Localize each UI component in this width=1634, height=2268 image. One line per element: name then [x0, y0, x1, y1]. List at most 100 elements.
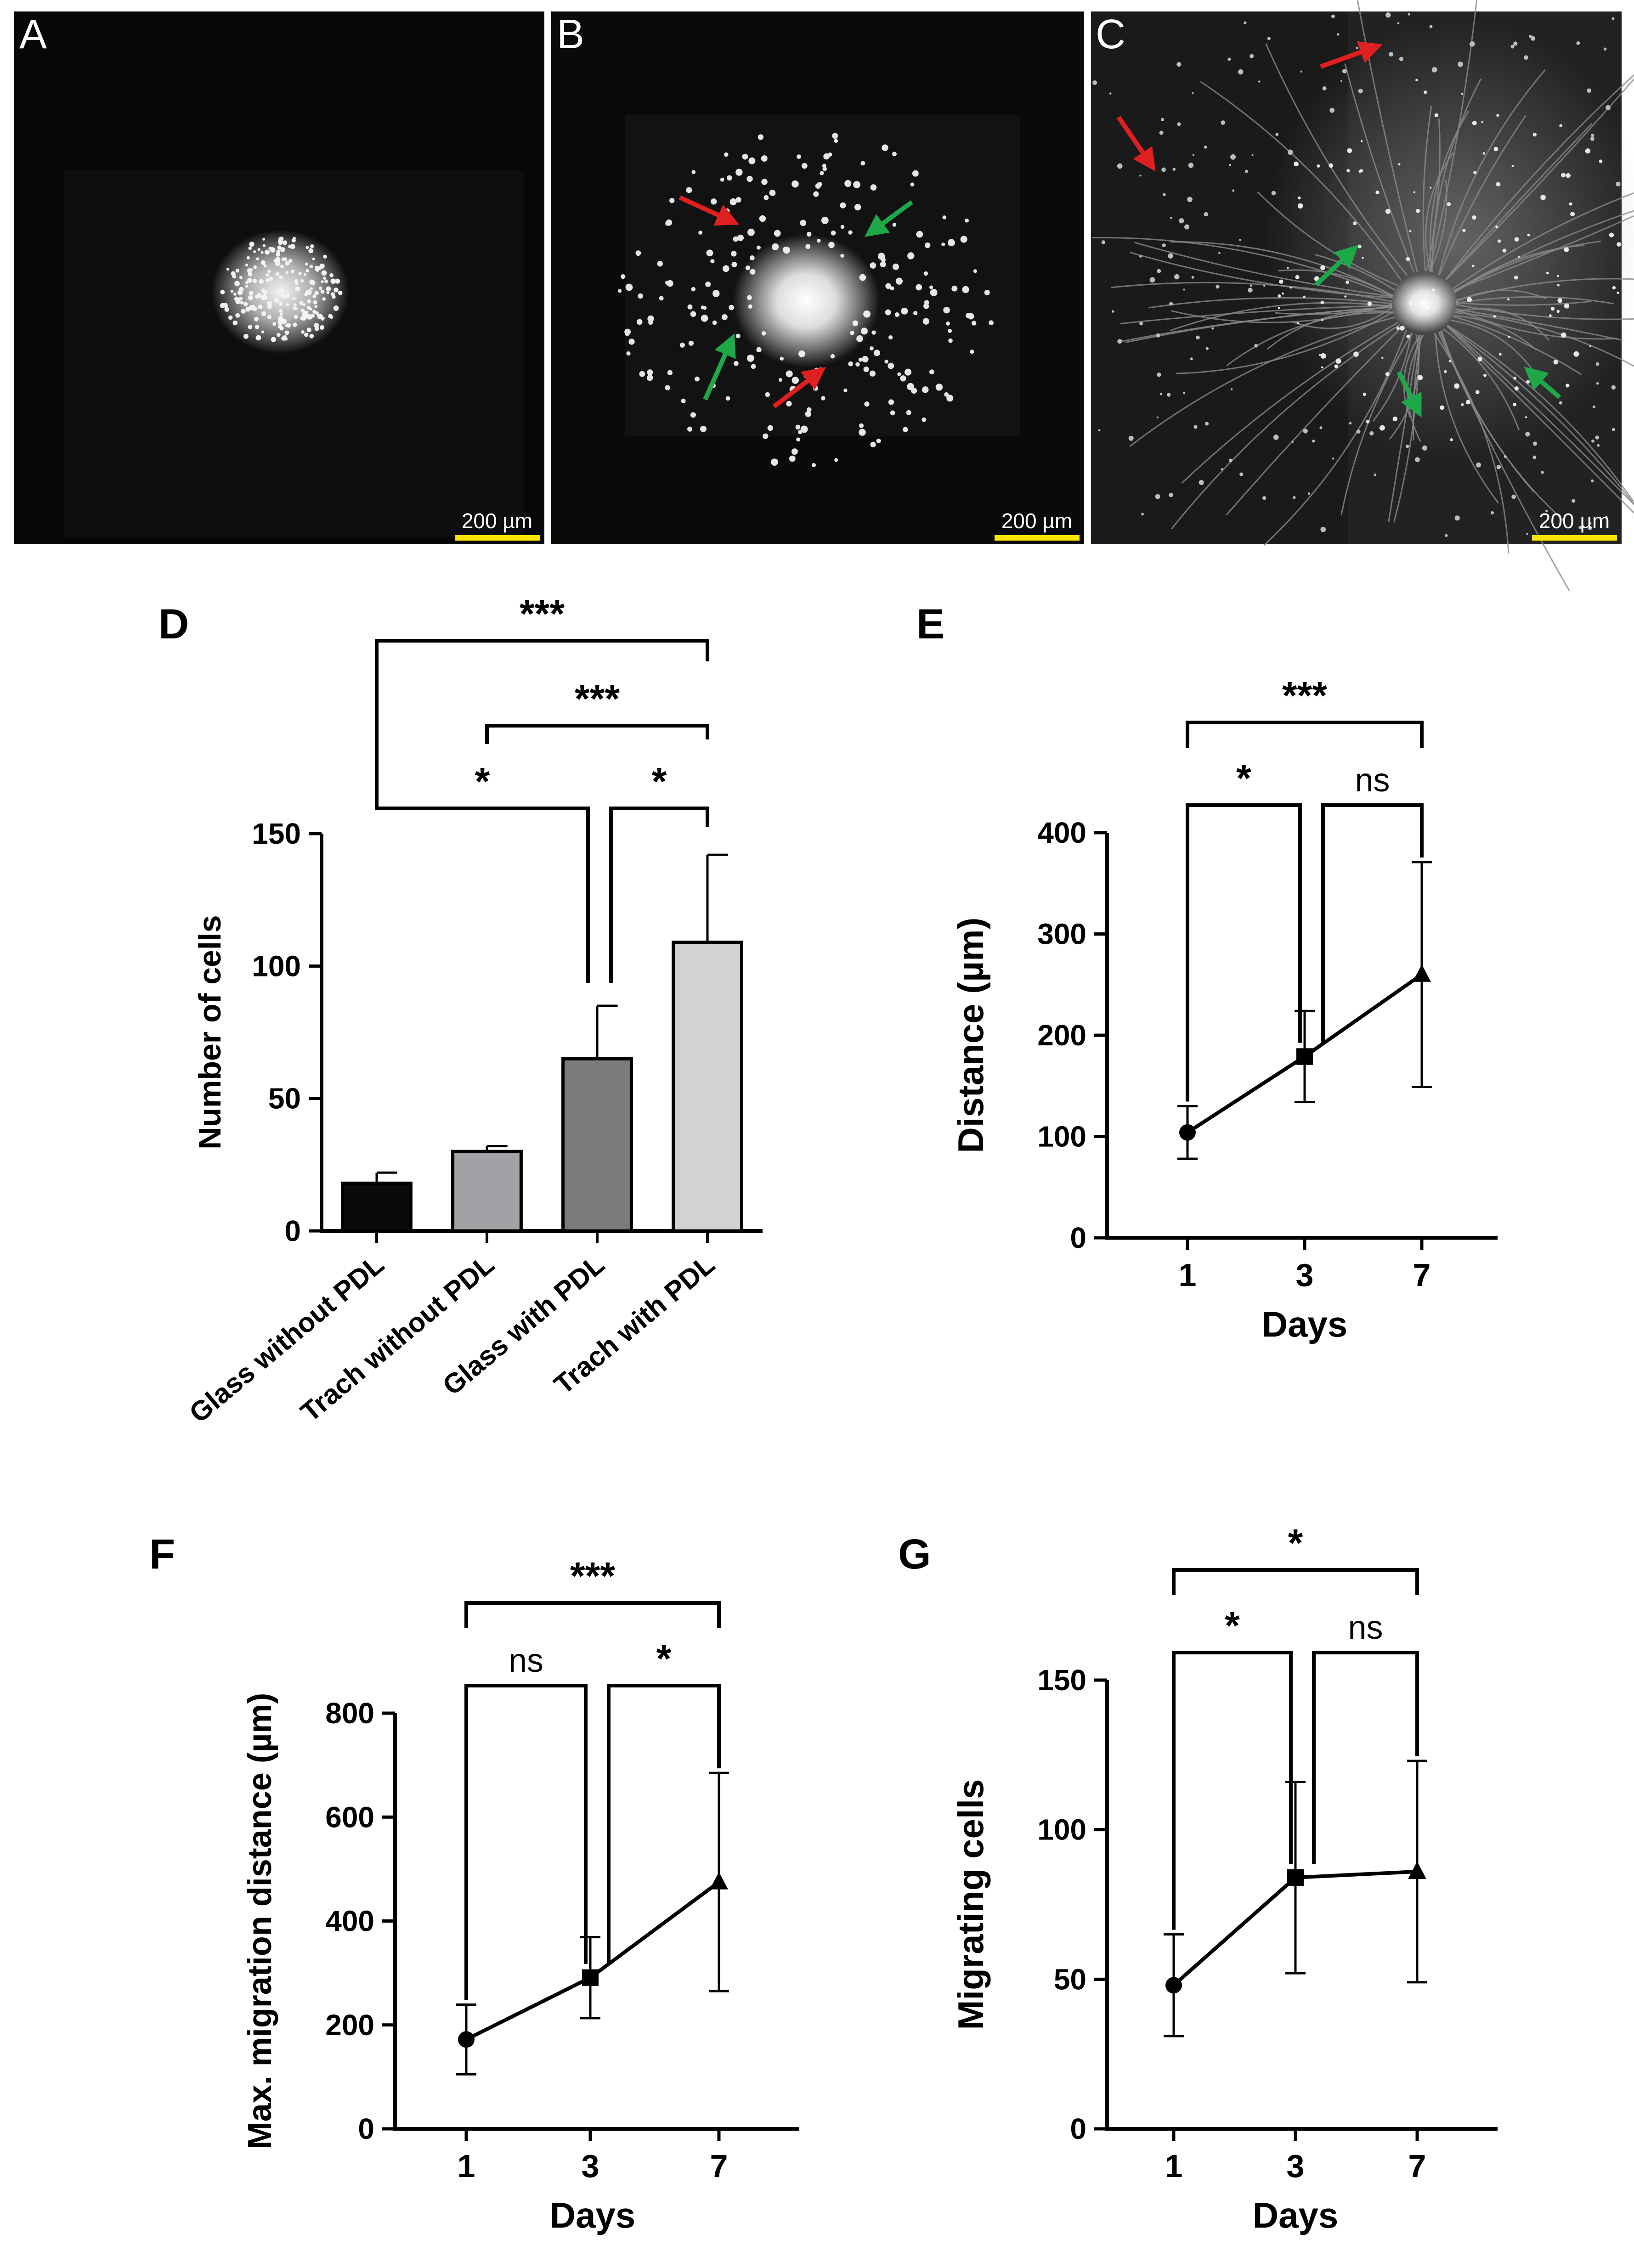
cell-dot: [1190, 357, 1193, 361]
migrated-cell-dot: [832, 133, 838, 139]
migrated-cell-dot: [844, 180, 852, 187]
cell-dot: [1128, 435, 1134, 441]
cell-dot: [1532, 455, 1537, 459]
cell-dot: [1191, 276, 1194, 279]
neurite-fiber: [1446, 325, 1634, 514]
neurite-fiber: [1453, 215, 1634, 291]
cell-dot: [321, 270, 327, 276]
cell-dot: [1454, 515, 1460, 521]
cell-dot: [1564, 303, 1570, 309]
cell-dot: [252, 278, 257, 283]
cell-dot: [235, 313, 240, 318]
cell-dot: [1564, 247, 1569, 252]
cell-dot: [1465, 400, 1470, 405]
cell-dot: [305, 269, 309, 273]
neurite-fiber: [1125, 306, 1392, 344]
cell-dot: [1357, 244, 1362, 248]
cell-dot: [280, 247, 285, 252]
cell-dot: [1187, 197, 1193, 203]
cell-dot: [305, 246, 309, 249]
migrated-cell-dot: [735, 169, 743, 176]
neurite-fiber: [1263, 329, 1407, 546]
neurite-fiber: [1438, 69, 1546, 275]
cell-dot: [1183, 288, 1185, 291]
migrated-cell-dot: [890, 286, 894, 291]
cell-dot: [1254, 344, 1258, 348]
cell-dot: [1596, 382, 1599, 385]
migrated-cell-dot: [935, 384, 943, 391]
cell-dot: [1611, 385, 1616, 390]
neurite-fiber: [1170, 302, 1392, 332]
neurite-fiber: [1426, 118, 1441, 271]
cell-dot: [220, 289, 225, 294]
migrated-cell-dot: [765, 392, 770, 397]
data-point: [1179, 1124, 1196, 1141]
cell-dot: [1098, 429, 1101, 432]
cell-dot: [267, 315, 272, 319]
y-tick-label: 50: [268, 1082, 301, 1115]
cell-dot: [230, 289, 234, 293]
migrated-cell-dot: [890, 410, 895, 416]
migrated-cell-dot: [885, 309, 891, 316]
cell-dot: [1157, 372, 1161, 377]
cell-dot: [305, 262, 308, 266]
cell-dot: [1490, 511, 1494, 515]
cell-dot: [1531, 36, 1536, 41]
cell-dot: [234, 296, 239, 301]
cell-dot: [324, 279, 328, 283]
migrated-cell-dot: [690, 412, 696, 418]
significance-label: ns: [1355, 762, 1390, 799]
cell-dot: [322, 297, 326, 301]
cell-dot: [1179, 218, 1184, 224]
cell-dot: [1434, 113, 1439, 118]
cell-dot: [1590, 134, 1594, 137]
migrated-cell-dot: [669, 197, 675, 203]
cell-dot: [303, 310, 307, 315]
cell-dot: [1557, 275, 1559, 277]
red-arrow-c2: [1116, 116, 1156, 172]
cell-dot: [309, 265, 313, 268]
migrated-cell-dot: [665, 280, 669, 285]
neurite-fiber: [1447, 325, 1634, 506]
neurite-fiber: [1425, 152, 1454, 272]
neurite-fiber: [1129, 251, 1393, 299]
cell-dot: [1532, 132, 1537, 137]
significance-bracket: [1172, 1651, 1293, 1930]
neurite-fiber: [1451, 320, 1537, 375]
chart-g: 0 50 100 150 Migrating cells 1 3 7 Days * * ns: [950, 1521, 1498, 2235]
migrated-cell-dot: [763, 433, 769, 439]
migrated-cell-dot: [822, 167, 827, 171]
migrated-cell-dot: [902, 427, 908, 432]
cell-dot: [280, 312, 283, 316]
migrated-cell-dot: [735, 197, 741, 203]
neurite-fiber: [1434, 333, 1510, 554]
migrated-cell-dot: [701, 305, 705, 310]
significance-label: ***: [1282, 674, 1327, 717]
migrated-cell-dot: [946, 395, 954, 402]
migrated-cell-dot: [621, 274, 626, 279]
significance-label: *: [475, 760, 490, 803]
cell-dot: [1416, 209, 1420, 213]
migrated-cell-dot: [973, 269, 977, 273]
cell-dot: [1472, 265, 1475, 267]
x-tick-label: 1: [1179, 1257, 1197, 1293]
cell-dot: [1092, 80, 1097, 85]
scale-bar-c: [1532, 535, 1617, 541]
significance-bracket: [1186, 721, 1424, 748]
cell-dot: [293, 303, 297, 307]
cell-dot: [1477, 356, 1482, 361]
cell-dot: [1566, 173, 1571, 178]
cell-dot: [1244, 21, 1247, 24]
cell-dot: [1612, 286, 1616, 290]
cell-dot: [1590, 136, 1594, 141]
cell-dot: [1550, 306, 1555, 311]
migrated-cell-dot: [892, 263, 899, 270]
cell-dot: [1296, 322, 1299, 325]
bar: [451, 1150, 523, 1233]
x-tick-label: 3: [1296, 1257, 1314, 1293]
cell-dot: [1329, 163, 1334, 168]
cell-dot: [1267, 37, 1271, 40]
cell-dot: [1170, 216, 1172, 219]
cell-dot: [249, 290, 254, 295]
